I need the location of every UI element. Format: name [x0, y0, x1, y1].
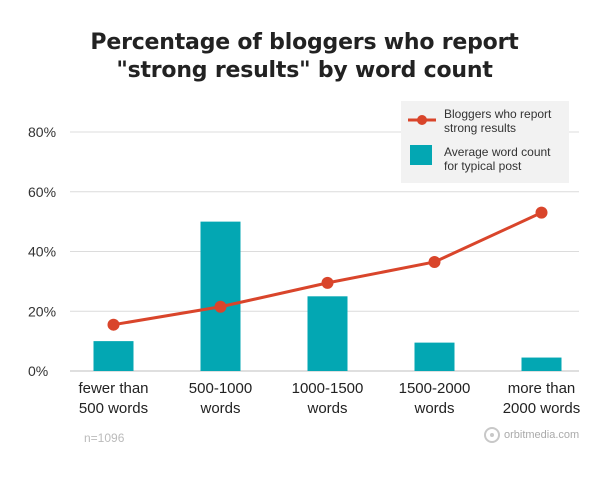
y-tick-label: 40% — [28, 244, 56, 260]
legend-bar-swatch — [410, 145, 432, 165]
sample-size-note: n=1096 — [84, 431, 125, 445]
source-text: orbitmedia.com — [504, 429, 580, 441]
line-point — [107, 318, 120, 331]
x-tick-label: more than — [508, 380, 576, 397]
y-tick-label: 60% — [28, 184, 56, 200]
line-point — [321, 276, 334, 289]
x-tick-label: words — [413, 400, 454, 417]
legend-label: strong results — [444, 121, 516, 135]
x-tick-label: words — [199, 400, 240, 417]
legend-label: for typical post — [444, 159, 522, 173]
legend-label: Average word count — [444, 145, 551, 159]
legend-line-marker — [417, 115, 427, 125]
x-tick-label: 1000-1500 — [292, 380, 364, 397]
y-tick-label: 20% — [28, 303, 56, 319]
legend-label: Bloggers who report — [444, 107, 552, 121]
bar — [200, 221, 241, 371]
y-tick-label: 80% — [28, 124, 56, 140]
bar — [93, 341, 134, 371]
bar — [414, 342, 455, 371]
bar — [521, 357, 562, 371]
line-point — [214, 300, 227, 313]
x-tick-label: 2000 words — [503, 400, 581, 417]
legend-box — [401, 101, 569, 183]
y-tick-label: 0% — [28, 363, 48, 379]
x-tick-label: fewer than — [78, 380, 148, 397]
x-tick-label: 500 words — [79, 400, 148, 417]
line-point — [428, 255, 441, 268]
chart-title-line-2: "strong results" by word count — [116, 58, 493, 83]
x-tick-label: 500-1000 — [189, 380, 252, 397]
chart-title-line-1: Percentage of bloggers who report — [90, 30, 519, 55]
orbit-logo-icon — [484, 427, 500, 443]
x-tick-label: words — [306, 400, 347, 417]
x-tick-label: 1500-2000 — [399, 380, 471, 397]
bar — [307, 296, 348, 371]
line-point — [535, 206, 548, 219]
source-credit: orbitmedia.com — [484, 427, 579, 443]
